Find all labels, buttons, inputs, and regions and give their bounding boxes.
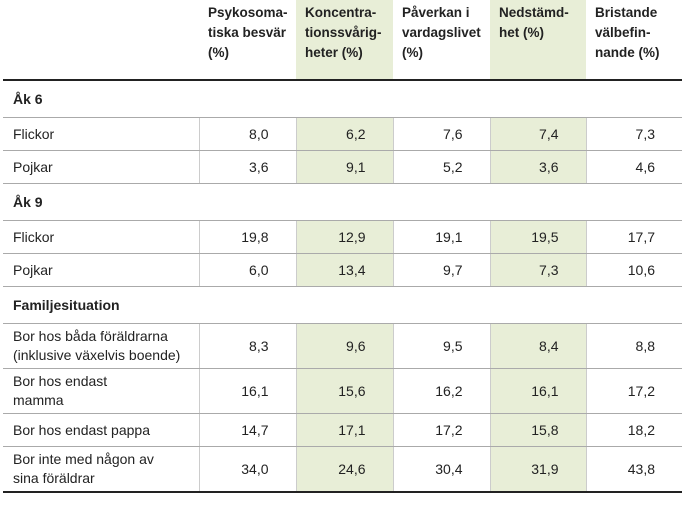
table-cell: 3,6 [198, 150, 296, 184]
data-table: Psykosoma-tiska besvär (%) Koncentra-tion… [3, 0, 682, 493]
section-title: Åk 9 [3, 183, 682, 221]
table-cell: 16,2 [392, 368, 490, 414]
row-label: Flickor [3, 220, 199, 254]
row-label: Pojkar [3, 150, 199, 184]
table-cell: 43,8 [585, 446, 682, 493]
table-cell: 24,6 [295, 446, 393, 493]
table-cell: 9,7 [392, 253, 490, 287]
table-cell: 9,6 [295, 323, 393, 369]
table-cell: 13,4 [295, 253, 393, 287]
column-header-psykosomatiska: Psykosoma-tiska besvär (%) [199, 0, 296, 81]
table-cell: 6,2 [295, 117, 393, 151]
table-row: Bor hos endast mamma 16,1 15,6 16,2 16,1 … [3, 368, 682, 414]
row-label: Flickor [3, 117, 199, 151]
table-cell: 17,1 [295, 413, 393, 447]
table-row: Pojkar 6,0 13,4 9,7 7,3 10,6 [3, 253, 682, 287]
table-cell: 17,7 [585, 220, 682, 254]
table-row: Bor inte med någon av sina föräldrar 34,0… [3, 446, 682, 493]
table-row: Flickor 19,8 12,9 19,1 19,5 17,7 [3, 220, 682, 254]
section-title: Familjesituation [3, 286, 682, 324]
table-cell: 9,5 [392, 323, 490, 369]
table-cell: 19,1 [392, 220, 490, 254]
row-label: Pojkar [3, 253, 199, 287]
table-cell: 8,0 [198, 117, 296, 151]
table-cell: 8,4 [489, 323, 586, 369]
section-row: Familjesituation [3, 286, 682, 324]
column-header-paverkan: Påverkan i vardagslivet (%) [393, 0, 490, 81]
table-cell: 17,2 [585, 368, 682, 414]
table-cell: 8,8 [585, 323, 682, 369]
table-cell: 31,9 [489, 446, 586, 493]
column-header-label: Bristande välbefin-nande (%) [595, 5, 660, 60]
table-cell: 8,3 [198, 323, 296, 369]
row-label: Bor hos endast mamma [3, 368, 199, 414]
table-cell: 16,1 [489, 368, 586, 414]
section-title: Åk 6 [3, 80, 682, 118]
table-cell: 7,6 [392, 117, 490, 151]
table-cell: 15,8 [489, 413, 586, 447]
table-cell: 12,9 [295, 220, 393, 254]
table-cell: 9,1 [295, 150, 393, 184]
table-cell: 14,7 [198, 413, 296, 447]
table-cell: 15,6 [295, 368, 393, 414]
row-label: Bor inte med någon av sina föräldrar [3, 446, 199, 493]
column-header-nedstamdhet: Nedstämd-het (%) [490, 0, 586, 81]
table-cell: 17,2 [392, 413, 490, 447]
table-row: Flickor 8,0 6,2 7,6 7,4 7,3 [3, 117, 682, 151]
header-stub [3, 0, 199, 81]
table-cell: 34,0 [198, 446, 296, 493]
section-row: Åk 6 [3, 80, 682, 118]
table-cell: 3,6 [489, 150, 586, 184]
column-header-label: Påverkan i vardagslivet (%) [402, 5, 481, 60]
table-cell: 19,8 [198, 220, 296, 254]
table-cell: 4,6 [585, 150, 682, 184]
table-cell: 5,2 [392, 150, 490, 184]
column-header-valbefinnande: Bristande välbefin-nande (%) [586, 0, 682, 81]
column-header-label: Nedstämd-het (%) [499, 5, 569, 40]
table-cell: 30,4 [392, 446, 490, 493]
row-label: Bor hos endast pappa [3, 413, 199, 447]
row-label: Bor hos båda föräldrarna (inklusive växel… [3, 323, 199, 369]
table-cell: 6,0 [198, 253, 296, 287]
table-cell: 18,2 [585, 413, 682, 447]
table-cell: 7,3 [585, 117, 682, 151]
table-cell: 19,5 [489, 220, 586, 254]
table-row: Bor hos endast pappa 14,7 17,1 17,2 15,8… [3, 413, 682, 447]
column-header-koncentration: Koncentra-tionssvårig-heter (%) [296, 0, 393, 81]
column-header-label: Koncentra-tionssvårig-heter (%) [305, 5, 382, 60]
header-row: Psykosoma-tiska besvär (%) Koncentra-tion… [3, 0, 682, 81]
column-header-label: Psykosoma-tiska besvär (%) [208, 5, 288, 60]
table-cell: 7,4 [489, 117, 586, 151]
table-cell: 7,3 [489, 253, 586, 287]
table-row: Bor hos båda föräldrarna (inklusive växel… [3, 323, 682, 369]
table-row: Pojkar 3,6 9,1 5,2 3,6 4,6 [3, 150, 682, 184]
section-row: Åk 9 [3, 183, 682, 221]
table-cell: 16,1 [198, 368, 296, 414]
table-cell: 10,6 [585, 253, 682, 287]
